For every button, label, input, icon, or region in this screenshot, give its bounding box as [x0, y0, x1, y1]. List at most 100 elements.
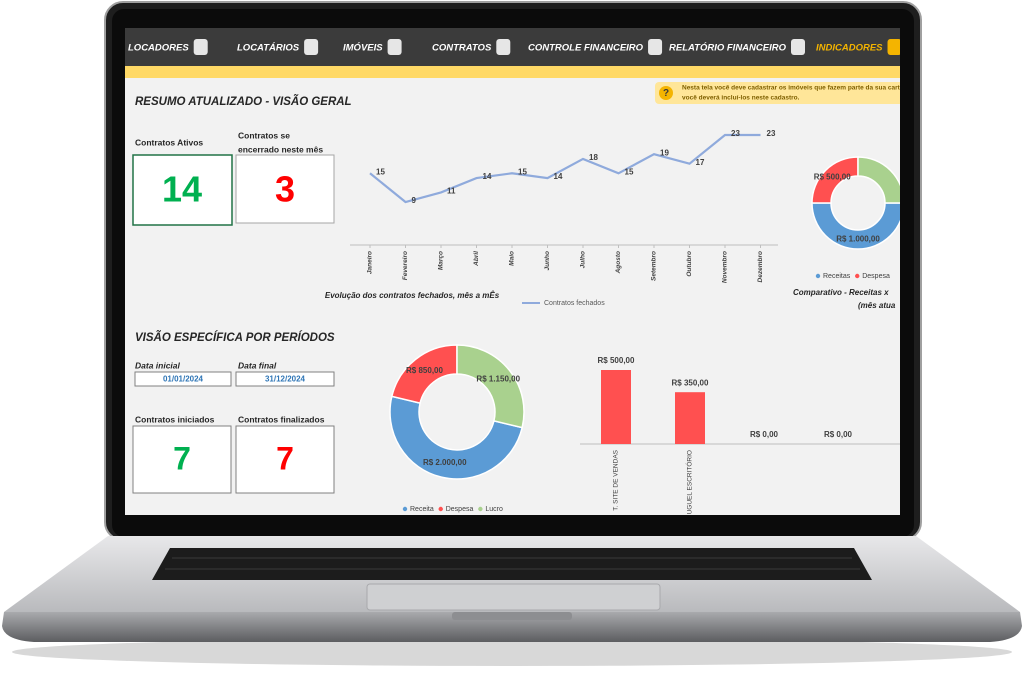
- bar: [675, 392, 705, 444]
- data-label: 19: [660, 148, 669, 157]
- donut-slice: [811, 202, 900, 250]
- data-label: 11: [447, 187, 456, 196]
- nav-icon: [791, 39, 805, 55]
- data-label: R$ 2.000,00: [423, 458, 467, 467]
- x-tick-label: Março: [438, 251, 445, 270]
- data-label: R$ 500,00: [814, 172, 851, 181]
- data-label: 15: [376, 167, 385, 176]
- key-rows: [165, 557, 860, 570]
- legend-label: Lucro: [485, 506, 503, 513]
- shadow: [12, 638, 1012, 666]
- kpi-value: 3: [275, 169, 295, 210]
- x-tick-label: Setembro: [651, 251, 658, 281]
- date-box: [235, 371, 335, 387]
- donut-slice: [857, 156, 900, 204]
- x-tick-label: Abril: [473, 251, 480, 267]
- x-tick-label: Dezembro: [757, 251, 764, 282]
- legend-label: Receitas: [823, 273, 851, 280]
- legend-swatch: [815, 273, 821, 279]
- keyboard: [152, 548, 872, 580]
- data-label: R$ 0,00: [824, 430, 853, 439]
- notice-text: Nesta tela você deve cadastrar os imóvei…: [682, 85, 904, 92]
- kpi-box: [132, 425, 232, 494]
- legend-swatch: [855, 273, 860, 279]
- date-label: Data inicial: [135, 360, 181, 370]
- kpi-box: [235, 154, 335, 224]
- data-label: R$ 1.000,00: [836, 235, 880, 244]
- donut-slice: [389, 395, 524, 480]
- x-tick-label: Junho: [544, 251, 551, 271]
- kpi-value: 7: [276, 440, 294, 476]
- data-label: 15: [625, 167, 634, 176]
- x-tick-label: Maio: [509, 251, 516, 266]
- legend-label: Despesa: [446, 506, 474, 513]
- chart-title: Comparativo - Receitas x: [793, 288, 889, 297]
- data-label: R$ 850,00: [406, 366, 443, 375]
- notch: [452, 612, 572, 620]
- date-label: Data final: [238, 360, 277, 370]
- kpi-value: 7: [173, 440, 191, 476]
- x-tick-label: Fevereiro: [402, 251, 409, 280]
- donut-slice: [456, 344, 525, 429]
- notice-icon: [659, 86, 673, 100]
- nav-item[interactable]: LOCADORES: [128, 43, 189, 54]
- nav-icon: [387, 39, 402, 55]
- data-label: 18: [589, 153, 598, 162]
- nav-item[interactable]: LOCATÁRIOS: [237, 43, 300, 54]
- kpi-label: Contratos se: [238, 130, 290, 140]
- data-label: R$ 500,00: [598, 356, 635, 365]
- data-label: 9: [412, 196, 417, 205]
- nav-icon: [304, 39, 319, 55]
- date-box: [134, 371, 232, 387]
- nav-item[interactable]: CONTROLE FINANCEIRO: [528, 43, 644, 54]
- nav-bar: [125, 28, 900, 66]
- data-label: 23: [767, 129, 776, 138]
- legend-swatch: [438, 506, 443, 512]
- nav-item[interactable]: RELATÓRIO FINANCEIRO: [669, 42, 787, 54]
- legend-label: Despesa: [862, 273, 890, 280]
- date-value: 01/01/2024: [163, 375, 204, 384]
- x-tick-label: UGUEL ESCRITÓRIO: [685, 450, 694, 514]
- nav-icon: [193, 39, 208, 55]
- kpi-box: [235, 425, 335, 494]
- x-tick-label: Novembro: [722, 251, 729, 283]
- kpi-label: Contratos finalizados: [238, 414, 325, 424]
- notice-text: você deverá incluí-los neste cadastro.: [682, 95, 800, 102]
- data-label: 15: [518, 167, 527, 176]
- bar: [601, 370, 631, 444]
- x-tick-label: Outubro: [686, 251, 693, 277]
- data-label: R$ 350,00: [672, 378, 709, 387]
- screen: ? LOCADORES LOCATÁRIOS IMÓVEIS CONTRATOS CON…: [125, 28, 904, 515]
- nav-item[interactable]: IMÓVEIS: [343, 42, 383, 54]
- x-tick-label: Julho: [580, 251, 587, 268]
- trackpad: [366, 583, 661, 611]
- x-tick-label: Agosto: [615, 251, 622, 274]
- notice-icon-mark: ?: [663, 88, 669, 99]
- data-label: 17: [696, 158, 705, 167]
- legend-label: Receita: [410, 506, 434, 513]
- legend-swatch: [478, 506, 483, 512]
- x-tick-label: T. SITE DE VENDAS: [613, 449, 620, 510]
- data-label: 14: [554, 172, 563, 181]
- date-value: 31/12/2024: [265, 375, 306, 384]
- section-title: RESUMO ATUALIZADO - VISÃO GERAL: [135, 95, 352, 108]
- legend-label: Contratos fechados: [544, 300, 605, 307]
- legend-swatch: [402, 506, 408, 512]
- chart-title: (mês atua: [858, 301, 896, 310]
- kpi-value: 14: [162, 169, 202, 210]
- x-tick-label: Janeiro: [367, 251, 374, 274]
- nav-icon: [496, 39, 511, 55]
- nav-item[interactable]: CONTRATOS: [432, 43, 492, 54]
- kpi-label: Contratos Ativos: [135, 137, 203, 147]
- data-label: 14: [483, 172, 492, 181]
- nav-strip: [125, 66, 900, 78]
- chart-title: Evolução dos contratos fechados, mês a m…: [325, 291, 500, 300]
- kpi-label: encerrado neste mês: [238, 144, 323, 154]
- nav-item[interactable]: INDICADORES: [816, 43, 883, 54]
- notice-box: [655, 82, 900, 104]
- data-label: 23: [731, 129, 740, 138]
- data-label: R$ 0,00: [750, 430, 779, 439]
- line-series: [369, 133, 761, 204]
- nav-icon: [648, 39, 663, 55]
